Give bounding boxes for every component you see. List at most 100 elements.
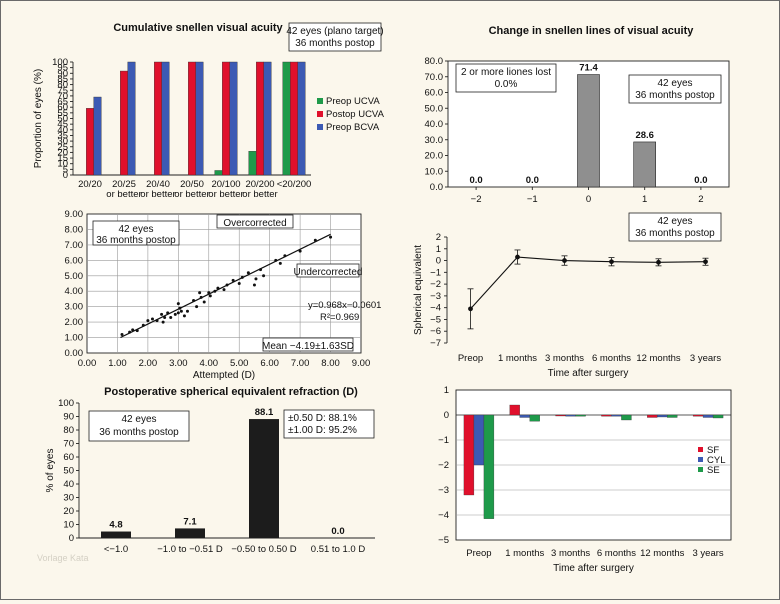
scatter-ytick-label: 5.00 <box>65 271 84 282</box>
scatter-xtick-label: 3.00 <box>169 358 188 369</box>
postop-ytick-label: 80 <box>63 425 74 436</box>
acuity-xtick-label: or better <box>208 189 243 200</box>
change-legend-label: SF <box>707 445 719 456</box>
scatter-point <box>128 330 132 334</box>
acuity-bar <box>93 96 102 176</box>
postop-annotation-line: 36 months postop <box>99 427 179 438</box>
lines-ytick-label: 70.0 <box>425 72 444 83</box>
scatter-xtick-label: 9.00 <box>352 358 371 369</box>
se-xtick-label: 1 months <box>498 353 537 364</box>
acuity-bar <box>214 170 223 176</box>
scatter-point <box>176 302 180 306</box>
acuity-xtick-label: 20/100 <box>211 179 240 190</box>
scatter-mean-label-box <box>262 337 354 352</box>
change-xlabel: Time after surgery <box>553 563 634 574</box>
scatter-point <box>141 323 145 327</box>
acuity-bar <box>161 61 170 176</box>
acuity-xtick-label: or better <box>106 189 141 200</box>
scatter-point <box>252 283 256 287</box>
scatter-point <box>178 306 182 310</box>
lines-ytick-label: 30.0 <box>425 135 444 146</box>
scatter-xtick-label: 7.00 <box>291 358 310 369</box>
lines-ytick-label: 10.0 <box>425 166 444 177</box>
scatter-point <box>199 295 203 299</box>
lines-xtick-label: −2 <box>471 194 482 205</box>
scatter-xtick-label: 6.00 <box>260 358 279 369</box>
se-xtick-label: 12 months <box>636 353 681 364</box>
scatter-point <box>313 238 317 242</box>
acuity-title: Cumulative snellen visual acuity <box>113 22 283 34</box>
acuity-bar <box>297 61 306 176</box>
postop-title: Postoperative spherical equivalent refra… <box>104 386 358 398</box>
scatter-ytick-label: 6.00 <box>65 255 84 266</box>
scatter-point <box>179 309 183 313</box>
scatter-point <box>213 289 217 293</box>
lines-lost-annotation-line: 0.0% <box>495 79 518 90</box>
postop-value-label: 7.1 <box>183 516 197 527</box>
scatter-point <box>329 235 333 239</box>
change-bar <box>621 414 632 421</box>
postop-xtick-label: −0.50 to 0.50 D <box>231 544 296 555</box>
scatter-ytick-label: 0.00 <box>65 348 84 359</box>
se-ytick-label: 1 <box>436 244 441 255</box>
scatter-point <box>283 254 287 258</box>
acuity-ytick-label: 85 <box>57 74 68 85</box>
scatter-equation: y=0.968x−0.0601 <box>308 300 381 311</box>
change-ytick-label: −1 <box>438 435 449 446</box>
postop-ytick-label: 50 <box>63 466 74 477</box>
scatter-point <box>202 300 206 304</box>
lines-bar <box>633 141 657 188</box>
lines-ytick-label: 0.0 <box>430 182 443 193</box>
lines-ytick-label: 80.0 <box>425 56 444 67</box>
acuity-xtick-label: or better <box>242 189 277 200</box>
scatter-point <box>120 332 124 336</box>
scatter-ytick-label: 8.00 <box>65 224 84 235</box>
change-xtick-label: 6 months <box>597 548 636 559</box>
postop-ytick-label: 10 <box>63 520 74 531</box>
se-annotation-box <box>628 212 722 242</box>
change-ytick-label: 1 <box>444 385 449 396</box>
se-annotation-line: 42 eyes <box>657 216 692 227</box>
acuity-ytick-label: 0 <box>63 170 68 181</box>
postop-xtick-label: −1.0 to −0.51 D <box>157 544 223 555</box>
scatter-point <box>173 312 177 316</box>
scatter-eyes-annotation-box <box>92 220 180 246</box>
acuity-annotation-line: 42 eyes (plano target) <box>286 26 383 37</box>
scatter-ytick-label: 7.00 <box>65 240 84 251</box>
change-bar <box>509 404 520 416</box>
watermark: Vorlage Kata <box>37 553 89 563</box>
postop-accuracy-line: ±0.50 D: 88.1% <box>288 413 357 424</box>
change-bar <box>702 414 714 418</box>
postop-annotation-box <box>88 410 190 442</box>
postop-ytick-label: 0 <box>69 533 74 544</box>
scatter-ytick-label: 3.00 <box>65 302 84 313</box>
se-ytick-label: 2 <box>436 232 441 243</box>
lines-value-label: 71.4 <box>579 63 598 74</box>
scatter-point <box>254 277 258 281</box>
acuity-ytick-label: 90 <box>57 68 68 79</box>
change-bar <box>473 414 485 466</box>
change-bar <box>647 414 658 418</box>
acuity-legend-label: Postop UCVA <box>326 109 385 120</box>
lines-xtick-label: −1 <box>527 194 538 205</box>
scatter-point <box>298 249 302 253</box>
change-bar <box>463 414 475 496</box>
postop-value-label: 0.0 <box>331 526 344 537</box>
change-ytick-label: −5 <box>438 535 449 546</box>
acuity-xtick-label: 20/40 <box>146 179 170 190</box>
change-bar <box>657 414 668 418</box>
lines-xtick-label: 2 <box>698 194 703 205</box>
se-ytick-label: −7 <box>430 338 441 349</box>
postop-ytick-label: 20 <box>63 506 74 517</box>
lines-ytick-label: 20.0 <box>425 151 444 162</box>
se-point <box>609 259 614 265</box>
change-bar <box>601 414 612 417</box>
se-xtick-label: Preop <box>458 353 483 364</box>
scatter-point <box>278 261 282 265</box>
scatter-ytick-label: 2.00 <box>65 317 84 328</box>
postop-ytick-label: 90 <box>63 412 74 423</box>
postop-value-label: 88.1 <box>255 407 274 418</box>
lines-value-label: 0.0 <box>526 175 539 186</box>
